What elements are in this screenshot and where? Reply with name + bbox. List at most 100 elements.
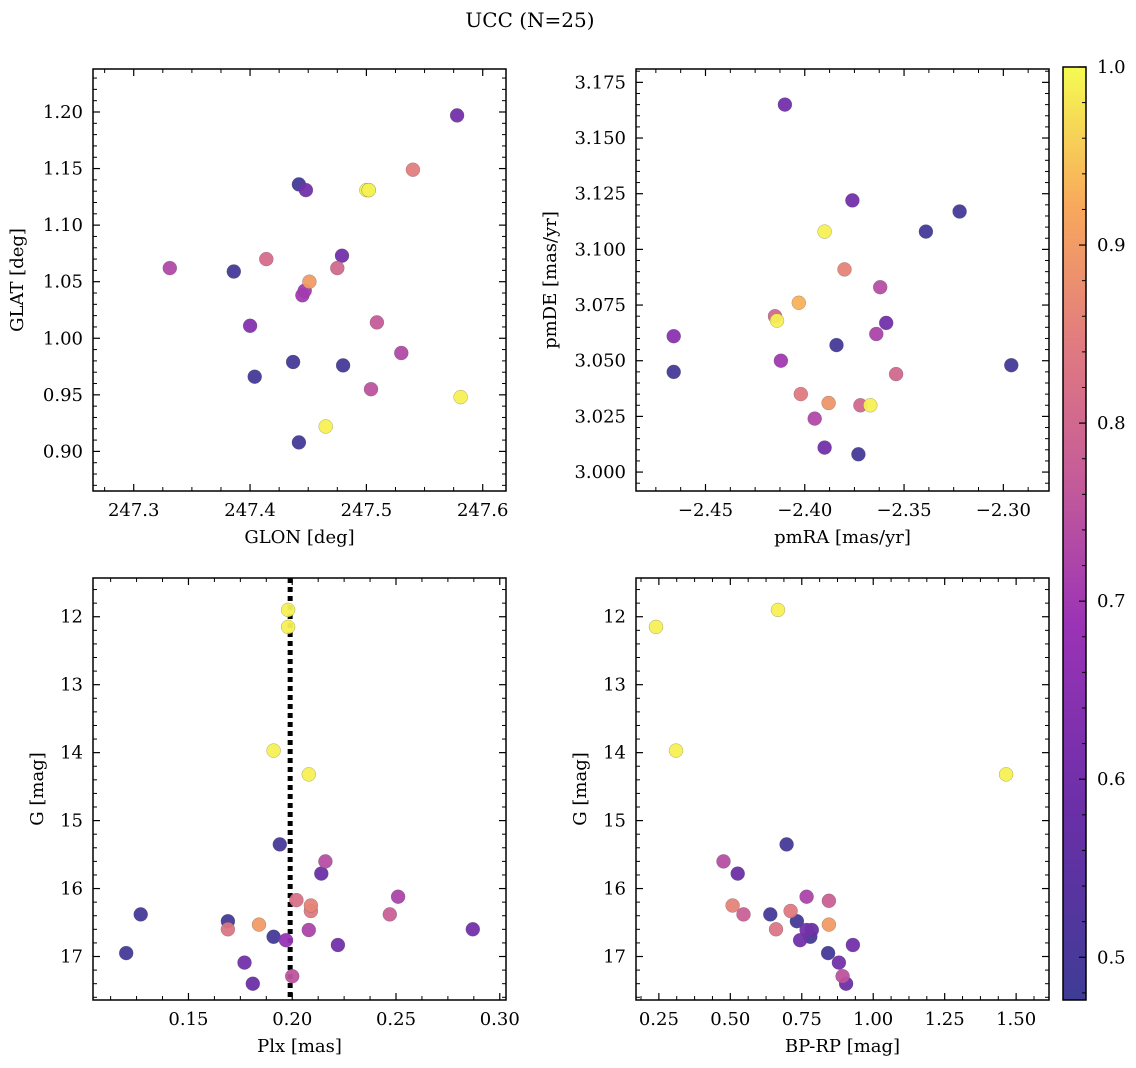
scatter-point xyxy=(449,108,465,123)
scatter-point xyxy=(770,602,786,618)
scatter-point xyxy=(821,917,837,932)
scatter-point xyxy=(361,182,376,198)
scatter-point xyxy=(730,866,745,881)
scatter-point xyxy=(314,866,329,881)
scatter-point xyxy=(280,602,296,618)
scatter-point xyxy=(259,251,274,267)
panel-4: 0.25 0.50 0.75 1.00 1.25 1.50 12 13 14 15 16 17 BP-R… xyxy=(570,577,1050,1057)
scatter-point xyxy=(382,907,397,922)
x-axis-label: BP-RP [mag] xyxy=(785,1036,900,1057)
y-tick-label: 3.100 xyxy=(574,239,626,260)
panel-1: 247.3 247.4 247.5 247.6 0.90 0.95 1.00 1.05 1.10… xyxy=(7,68,509,548)
ticks: 247.3 247.4 247.5 247.6 0.90 0.95 1.00 1.05 1.10… xyxy=(43,69,509,521)
x-tick-label: 247.6 xyxy=(457,500,509,521)
scatter-point xyxy=(363,382,379,397)
scatter-point xyxy=(303,898,319,913)
y-tick-label: 3.000 xyxy=(574,462,626,483)
y-axis-label: G [mag] xyxy=(570,752,591,825)
scatter-point xyxy=(318,854,333,869)
y-tick-label: 12 xyxy=(603,607,626,628)
axes-frame xyxy=(635,577,1050,1001)
scatter-point xyxy=(335,358,351,373)
y-tick-label: 1.15 xyxy=(43,159,83,180)
scatter-point xyxy=(918,224,934,239)
y-tick-label: 14 xyxy=(603,743,626,764)
scatter-point xyxy=(648,619,664,635)
x-tick-label: −2.35 xyxy=(876,500,931,521)
x-tick-label: 247.4 xyxy=(224,500,276,521)
scatter-point xyxy=(394,345,409,361)
colorbar-tick-label: 0.8 xyxy=(1097,413,1126,434)
scatter-point xyxy=(792,933,808,948)
axes-frame xyxy=(635,68,1050,492)
x-tick-label: −2.30 xyxy=(976,500,1031,521)
figure-title: UCC (N=25) xyxy=(465,8,594,32)
colorbar-gradient xyxy=(1063,67,1086,1000)
scatter-point xyxy=(220,922,236,937)
colorbar-tick-label: 0.7 xyxy=(1097,591,1126,612)
y-tick-label: 15 xyxy=(60,811,83,832)
scatter-point xyxy=(777,97,793,112)
scatter-point xyxy=(334,248,350,263)
y-tick-label: 1.05 xyxy=(43,272,83,293)
scatter-point xyxy=(837,262,852,277)
x-tick-label: 0.25 xyxy=(639,1009,679,1030)
x-tick-label: 247.5 xyxy=(341,500,393,521)
scatter-point xyxy=(845,937,861,953)
scatter-point xyxy=(242,318,258,333)
scatter-point xyxy=(245,976,261,991)
axes-frame xyxy=(92,68,507,492)
scatter-point xyxy=(869,326,884,342)
x-tick-label: 1.00 xyxy=(853,1009,893,1030)
scatter-point xyxy=(736,907,751,922)
colorbar: 0.5 0.6 0.7 0.8 0.9 1.0 xyxy=(1062,57,1126,1001)
ticks: −2.45 −2.40 −2.35 −2.30 3.000 3.025 3.050 3.075… xyxy=(574,69,1049,521)
panels: 247.3 247.4 247.5 247.6 0.90 0.95 1.00 1.05 1.10… xyxy=(7,68,1050,1057)
y-tick-label: 1.00 xyxy=(43,328,83,349)
y-tick-label: 3.150 xyxy=(574,128,626,149)
y-tick-label: 1.10 xyxy=(43,215,83,236)
y-axis-label: G [mag] xyxy=(27,752,48,825)
scatter-point xyxy=(817,440,832,455)
scatter-point xyxy=(272,837,287,852)
x-tick-label: 1.50 xyxy=(996,1009,1036,1030)
scatter-point xyxy=(301,922,316,938)
scatter-point xyxy=(831,955,847,970)
x-axis-label: pmRA [mas/yr] xyxy=(774,527,911,548)
scatter-point xyxy=(835,969,850,984)
scatter-point xyxy=(888,366,904,382)
scatter-point xyxy=(725,898,740,913)
scatter-point xyxy=(318,419,333,434)
scatter-point xyxy=(390,889,406,904)
scatter-point xyxy=(247,369,262,384)
y-tick-label: 3.025 xyxy=(574,406,626,427)
axes-frame xyxy=(92,577,507,1001)
y-tick-label: 3.125 xyxy=(574,184,626,205)
scatter-point xyxy=(799,889,814,904)
scatter-point xyxy=(330,937,346,953)
x-tick-label: −2.40 xyxy=(777,500,832,521)
y-tick-label: 14 xyxy=(60,743,83,764)
scatter-point xyxy=(820,945,836,961)
x-axis-label: GLON [deg] xyxy=(244,527,354,548)
scatter-point xyxy=(162,260,178,276)
y-tick-label: 17 xyxy=(60,947,83,968)
panel-2: −2.45 −2.40 −2.35 −2.30 3.000 3.025 3.050 3.075… xyxy=(540,68,1050,548)
scatter-point xyxy=(863,398,878,413)
scatter-points xyxy=(666,97,1019,462)
colorbar-tick-label: 0.9 xyxy=(1097,235,1126,256)
scatter-point xyxy=(298,182,314,198)
colorbar-tick-label: 0.6 xyxy=(1097,769,1126,790)
scatter-point xyxy=(278,933,294,948)
y-tick-label: 17 xyxy=(603,947,626,968)
y-tick-label: 3.175 xyxy=(574,72,626,93)
y-tick-label: 1.20 xyxy=(43,102,83,123)
x-tick-label: 0.15 xyxy=(168,1009,208,1030)
x-axis-label: Plx [mas] xyxy=(257,1036,342,1057)
scatter-point xyxy=(668,743,684,758)
scatter-point xyxy=(829,337,844,353)
y-tick-label: 16 xyxy=(603,879,626,900)
scatter-point xyxy=(369,315,385,330)
scatter-point xyxy=(1004,358,1019,373)
scatter-point xyxy=(873,280,888,295)
